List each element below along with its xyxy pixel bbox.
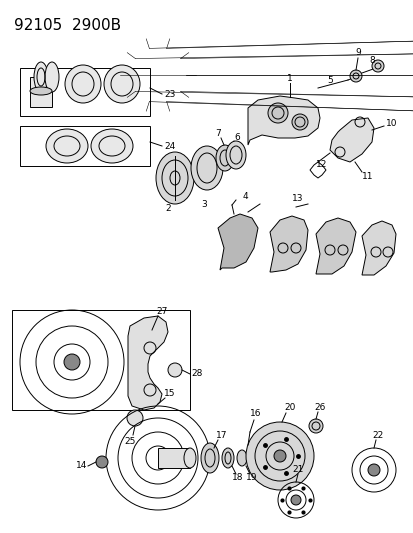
Circle shape: [308, 419, 322, 433]
Text: 92105  2900B: 92105 2900B: [14, 18, 121, 33]
Polygon shape: [218, 214, 257, 270]
Text: 12: 12: [316, 159, 327, 168]
Text: 19: 19: [246, 473, 257, 482]
Bar: [20, 68, 150, 116]
Ellipse shape: [190, 146, 223, 190]
Text: 9: 9: [354, 47, 360, 56]
Bar: [20, 126, 150, 166]
Circle shape: [245, 422, 313, 490]
Text: 27: 27: [156, 306, 167, 316]
Ellipse shape: [225, 141, 245, 169]
Ellipse shape: [104, 65, 140, 103]
Text: 26: 26: [313, 402, 325, 411]
Ellipse shape: [91, 129, 133, 163]
Text: 24: 24: [164, 141, 175, 150]
Text: 2: 2: [165, 204, 171, 213]
Bar: [12, 310, 190, 410]
Text: 21: 21: [292, 465, 303, 474]
Ellipse shape: [45, 62, 59, 92]
Text: 3: 3: [201, 199, 206, 208]
Text: 15: 15: [164, 390, 176, 399]
Circle shape: [168, 363, 182, 377]
Text: 7: 7: [215, 128, 221, 138]
Text: 28: 28: [191, 369, 202, 378]
Text: 18: 18: [232, 473, 243, 482]
Text: 20: 20: [284, 403, 295, 413]
Text: 5: 5: [326, 76, 332, 85]
Text: 1: 1: [287, 74, 292, 83]
Circle shape: [267, 103, 287, 123]
Text: 14: 14: [76, 462, 88, 471]
Ellipse shape: [34, 62, 48, 92]
Ellipse shape: [30, 87, 52, 95]
Ellipse shape: [221, 448, 233, 468]
Ellipse shape: [236, 450, 247, 466]
Polygon shape: [361, 221, 395, 275]
Text: 11: 11: [361, 172, 373, 181]
Polygon shape: [247, 96, 319, 145]
Circle shape: [64, 354, 80, 370]
Ellipse shape: [201, 443, 218, 473]
Text: 25: 25: [124, 438, 135, 447]
Circle shape: [349, 70, 361, 82]
Text: 4: 4: [242, 191, 247, 200]
Text: 13: 13: [292, 193, 303, 203]
Text: 23: 23: [164, 90, 175, 99]
Polygon shape: [128, 316, 168, 410]
Circle shape: [96, 456, 108, 468]
Text: 22: 22: [371, 432, 383, 440]
Bar: [158, 448, 190, 468]
Ellipse shape: [156, 152, 194, 204]
Circle shape: [367, 464, 379, 476]
Bar: [30, 77, 52, 107]
Polygon shape: [329, 118, 373, 162]
Circle shape: [371, 60, 383, 72]
Circle shape: [291, 114, 307, 130]
Ellipse shape: [46, 129, 88, 163]
Circle shape: [127, 410, 142, 426]
Text: 6: 6: [234, 133, 239, 141]
Text: 17: 17: [216, 432, 227, 440]
Text: 10: 10: [385, 118, 397, 127]
Circle shape: [273, 450, 285, 462]
Ellipse shape: [183, 448, 195, 468]
Text: 8: 8: [368, 55, 374, 64]
Ellipse shape: [216, 145, 233, 171]
Polygon shape: [315, 218, 355, 274]
Circle shape: [290, 495, 300, 505]
Text: 16: 16: [249, 408, 261, 417]
Ellipse shape: [65, 65, 101, 103]
Polygon shape: [269, 216, 307, 272]
